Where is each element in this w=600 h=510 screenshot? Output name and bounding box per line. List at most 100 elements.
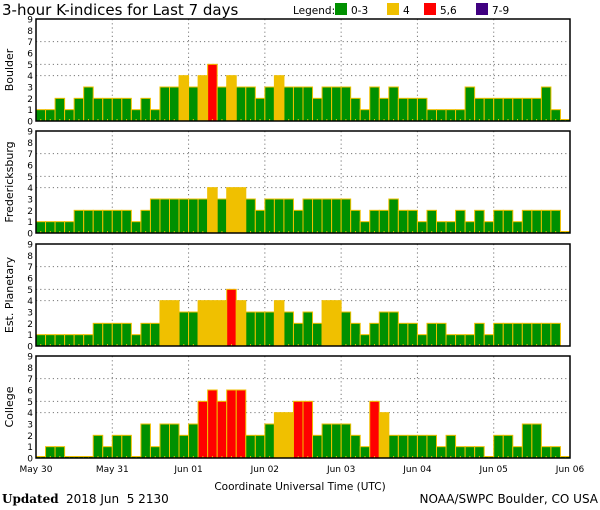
panel-est-planetary: 0 123 456 789 Est. Planetary [3, 241, 571, 353]
bar [197, 198, 209, 234]
bar [254, 209, 266, 234]
bar [493, 97, 504, 122]
bar [235, 86, 247, 122]
bar [312, 322, 323, 347]
bar [73, 209, 85, 234]
panels: 0123456789Boulder0123456789Fredericksbur… [3, 16, 571, 465]
bar [455, 209, 466, 234]
bar [407, 209, 418, 234]
bar [83, 209, 94, 234]
bar [388, 311, 399, 347]
bar [245, 434, 256, 459]
y-tick-label: 9 [27, 241, 33, 251]
bar [216, 400, 228, 459]
panel-frame [35, 355, 571, 459]
bar [273, 412, 285, 459]
bar [426, 209, 438, 234]
bar [273, 75, 285, 122]
bar [540, 209, 552, 234]
bar [321, 300, 333, 347]
y-tick-label: 3 [27, 309, 33, 319]
legend-entry-label: 7-9 [492, 5, 509, 17]
bar [292, 86, 304, 122]
x-tick-label: Jun 02 [250, 465, 279, 475]
bar [207, 389, 218, 459]
bar [512, 97, 523, 122]
legend-entry-label: 0-3 [351, 5, 368, 17]
y-tick-label: 5 [27, 173, 33, 183]
updated-label: Updated [2, 492, 59, 506]
y-tick-label: 8 [27, 364, 33, 374]
x-tick-label: May 31 [96, 465, 129, 475]
y-tick-label: 8 [27, 27, 33, 37]
bar [540, 86, 552, 122]
y-tick-label: 4 [27, 297, 33, 307]
bar [340, 86, 352, 122]
bar [197, 400, 209, 459]
bar [397, 97, 409, 122]
legend-swatch [387, 3, 399, 15]
legend: Legend: 0-3 4 5,6 7-9 [293, 3, 509, 17]
bar [493, 434, 504, 459]
bar [140, 209, 151, 234]
x-axis-ticks: May 30 May 31 Jun 01 Jun 02 Jun 03 Jun 04 Jun … [20, 465, 585, 475]
bar [207, 187, 218, 234]
y-tick-label: 1 [27, 331, 33, 341]
bar [188, 311, 199, 347]
bar [512, 322, 523, 347]
bar [149, 198, 161, 234]
x-tick-label: May 30 [20, 465, 53, 475]
panel-boulder: 0 123 456 789 Boulder [3, 16, 571, 128]
bar [235, 389, 247, 459]
bar [350, 322, 361, 347]
bar [531, 322, 542, 347]
bar [216, 300, 228, 347]
bar [397, 434, 409, 459]
bar [502, 322, 514, 347]
y-tick-label: 7 [27, 38, 33, 48]
bar [531, 209, 542, 234]
bar [493, 322, 504, 347]
bar [407, 434, 418, 459]
y-tick-label: 7 [27, 375, 33, 385]
bar [254, 434, 266, 459]
bar [292, 400, 304, 459]
bar [340, 311, 352, 347]
bar [340, 198, 352, 234]
x-tick-label: Jun 04 [402, 465, 432, 475]
x-axis-title: Coordinate Universal Time (UTC) [214, 481, 385, 493]
bar [521, 423, 533, 459]
bar [178, 434, 190, 459]
bar [92, 434, 104, 459]
y-tick-label: 7 [27, 150, 33, 160]
bar [197, 75, 209, 122]
bar [388, 434, 399, 459]
bar [264, 86, 275, 122]
bar [312, 434, 323, 459]
bar [416, 97, 428, 122]
bar [283, 86, 294, 122]
bar [531, 423, 542, 459]
bar [92, 322, 104, 347]
bar [178, 75, 190, 122]
bar [207, 300, 218, 347]
bar [54, 97, 66, 122]
bar [340, 423, 352, 459]
bar [483, 97, 495, 122]
bar [264, 198, 275, 234]
bar [312, 198, 323, 234]
legend-swatch [424, 3, 436, 15]
bar [111, 434, 123, 459]
bar [407, 97, 418, 122]
bar [369, 400, 380, 459]
y-tick-label: 6 [27, 387, 33, 397]
bar [169, 86, 180, 122]
bar [245, 198, 256, 234]
y-tick-label: 0 [27, 343, 33, 353]
bar [540, 322, 552, 347]
bar [350, 97, 361, 122]
y-tick-label: 0 [27, 230, 33, 240]
bar [378, 311, 390, 347]
bar [521, 209, 533, 234]
